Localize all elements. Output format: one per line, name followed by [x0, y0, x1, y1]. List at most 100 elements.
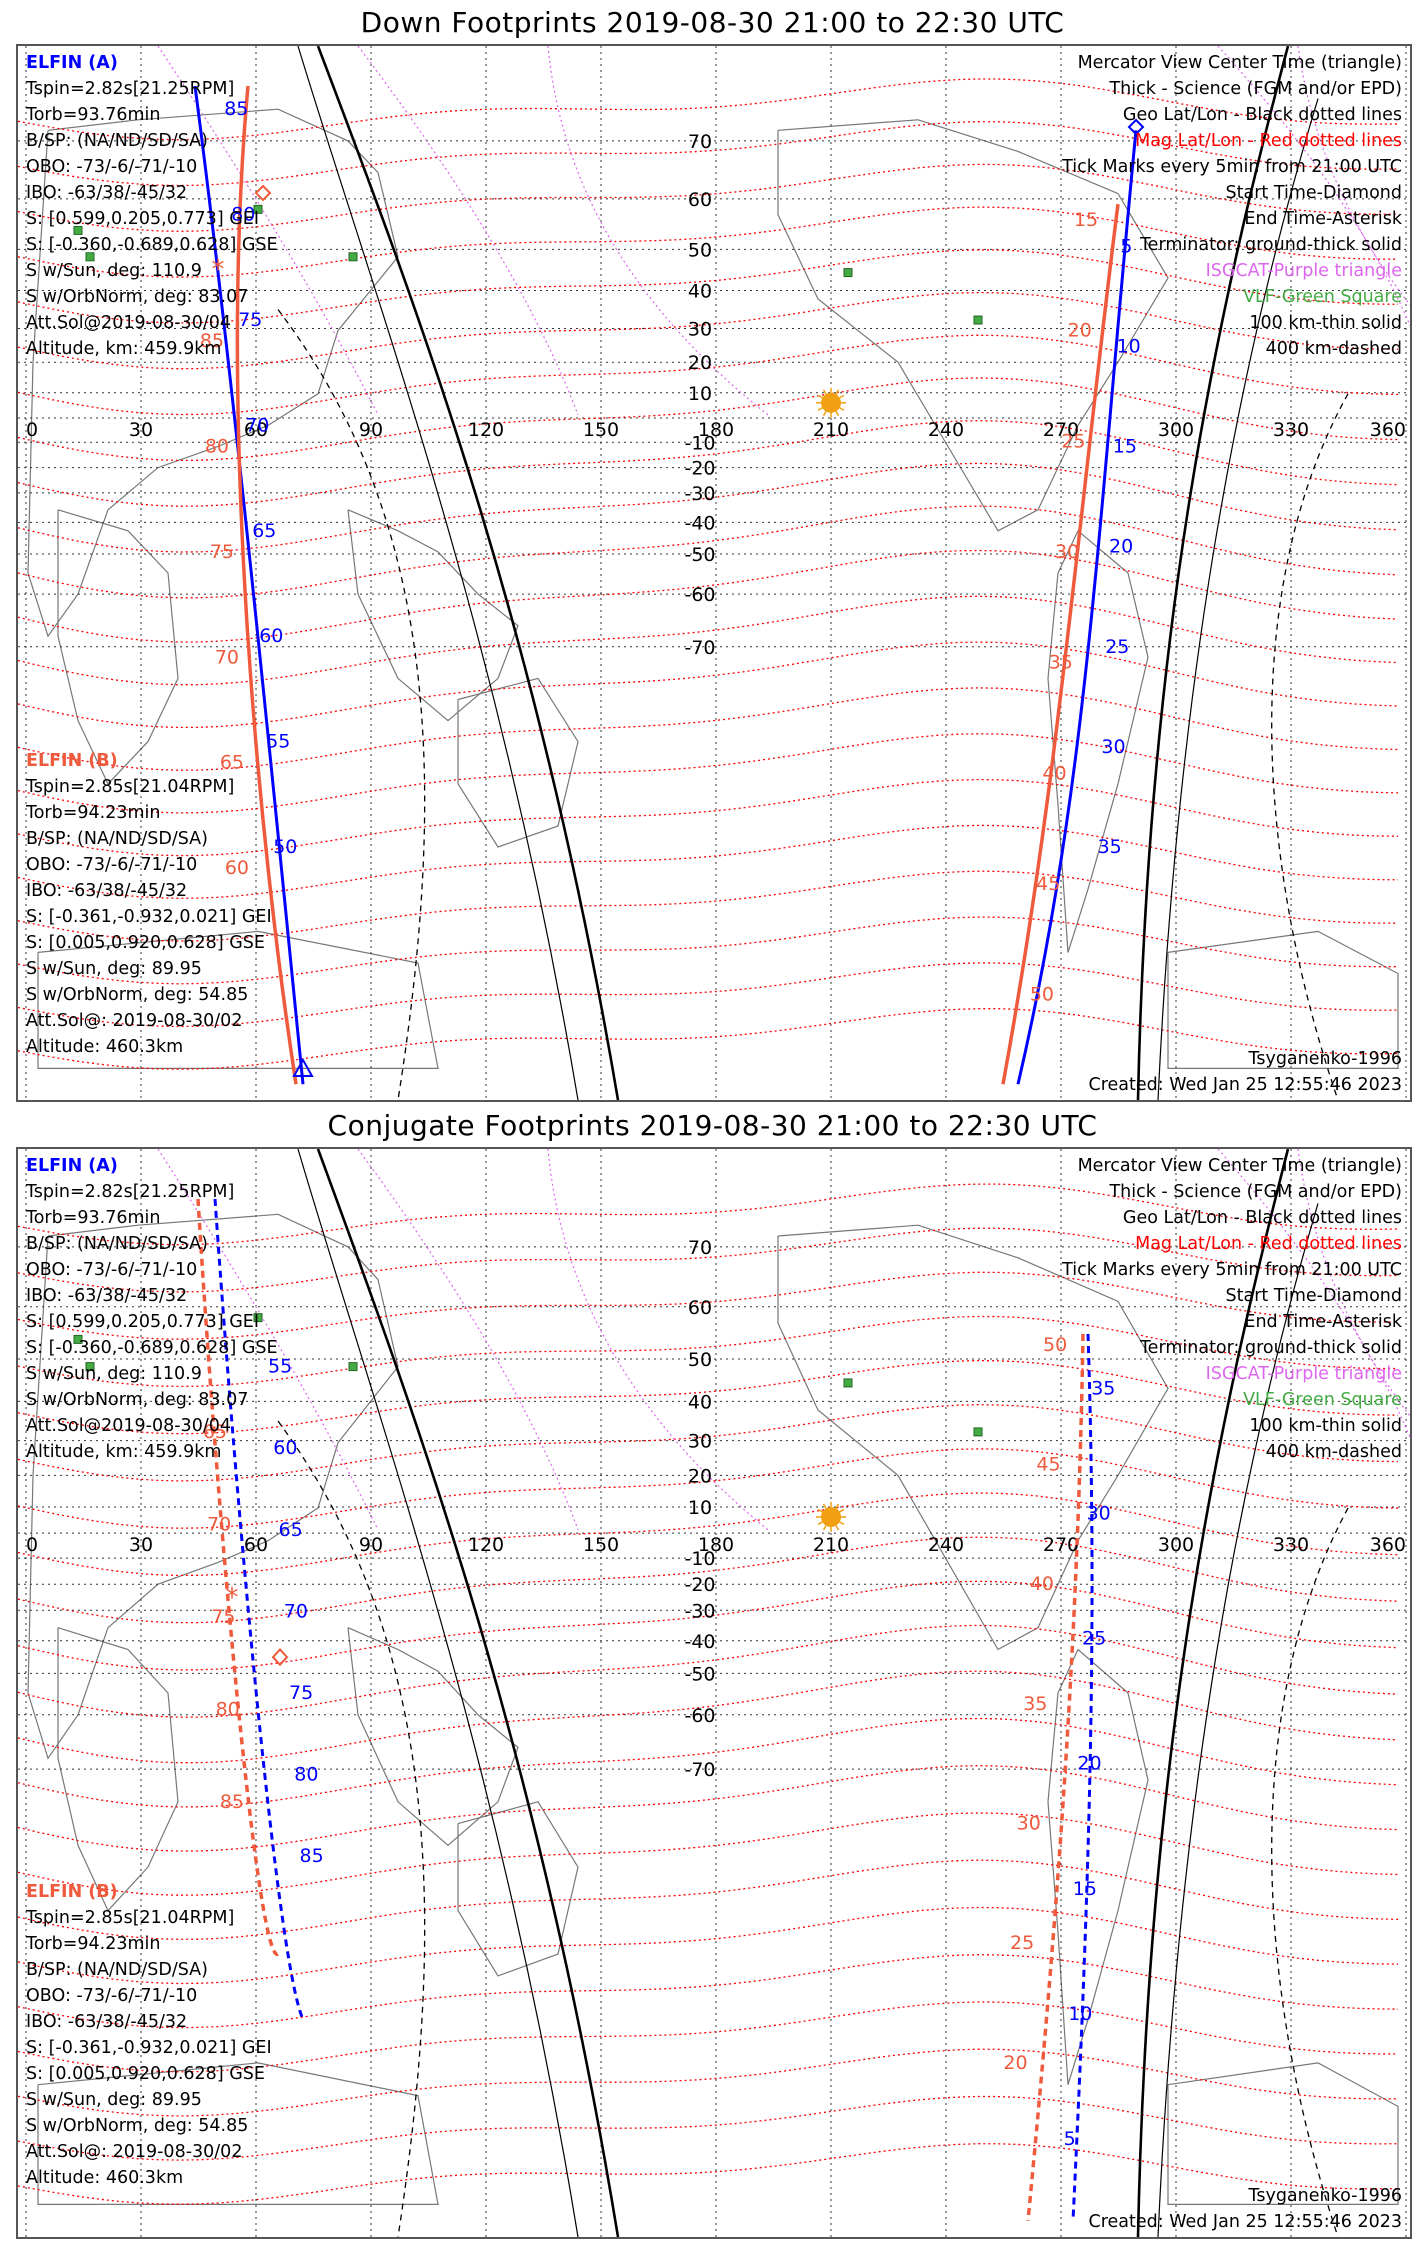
elfin-b-tick-label: 80 [205, 436, 229, 458]
mag-lat-line [18, 121, 1399, 187]
elfin-b-tick-label: 65 [220, 752, 244, 774]
lat-tick-label: 60 [688, 1297, 712, 1319]
elfin-b-info-line: S w/OrbNorm, deg: 54.85 [26, 2116, 248, 2136]
sun-disc [821, 392, 841, 413]
asterisk-icon: * [226, 1583, 239, 1613]
land-outline [457, 677, 579, 848]
conjugate-footprints-map: 0 30 60 90 120 150 180 210 240 270 300 330 360 70 60 50… [18, 1149, 1410, 2237]
sun-ray [839, 394, 845, 399]
mag-lat-line [18, 1404, 1399, 1482]
panel-1-map: 0 30 60 90 120 150 180 210 240 270 300 330 360 70 60 50… [16, 44, 1412, 1102]
legend-entry: ISGCAT-Purple triangle [1206, 261, 1402, 281]
elfin-a-tick-label: 50 [273, 836, 297, 858]
elfin-a-info-line: Torb=93.76min [25, 105, 161, 125]
vlf-square [348, 252, 358, 262]
elfin-b-info-line: S w/Sun, deg: 89.95 [26, 2090, 202, 2110]
lat-tick-label: 40 [688, 281, 712, 303]
sun-ray [822, 1525, 827, 1531]
mag-lat-line [18, 1271, 1399, 1340]
legend: Mercator View Center Time (triangle) Thic… [1061, 1156, 1403, 1462]
land-outline [347, 1627, 519, 1847]
elfin-b-title: ELFIN (B) [26, 1882, 118, 1902]
lon-tick-label: 360 [1370, 419, 1406, 441]
lon-tick-label: 300 [1158, 1534, 1194, 1556]
elfin-a-info-line: Att.Sol@2019-08-30/04 [26, 1416, 231, 1436]
mag-lon-line [357, 46, 579, 416]
sun-ray [822, 1503, 827, 1509]
triangle-icon [292, 1057, 314, 1077]
elfin-a-info-line: Att.Sol@2019-08-30/04 [26, 313, 231, 333]
legend-entry: Thick - Science (FGM and/or EPD) [1108, 79, 1402, 99]
mag-lat-line [18, 549, 1399, 643]
lon-tick-label: 90 [359, 1534, 383, 1556]
diamond-icon [271, 1648, 289, 1667]
legend-entry: Tick Marks every 5min from 21:00 UTC [1061, 157, 1402, 177]
mag-lon-line [1297, 46, 1410, 306]
elfin-a-title: ELFIN (A) [26, 1156, 118, 1176]
elfin-a-info-line: S: [0.599,0.205,0.773] GEI [26, 1312, 259, 1332]
vlf-square [253, 1313, 263, 1323]
lat-tick-label: 10 [688, 383, 712, 405]
elfin-a-tick-label: 25 [1082, 1628, 1106, 1650]
lon-tick-label: 90 [359, 419, 383, 441]
elfin-b-tick-label: 30 [1055, 541, 1079, 563]
elfin-a-tick-label: 60 [259, 625, 283, 647]
elfin-a-track-right [1071, 1333, 1094, 2221]
elfin-a-tick-label: 15 [1073, 1878, 1097, 1900]
lat-tick-label: -30 [684, 1600, 715, 1622]
lat-tick-label: -40 [684, 512, 715, 534]
elfin-b-tick-label: 35 [1049, 652, 1073, 674]
mag-lat-line [18, 1859, 1399, 1940]
lon-tick-label: 240 [928, 1534, 964, 1556]
land-outline [777, 1224, 1169, 1651]
mag-lat-line [18, 1536, 1399, 1624]
legend-entry: Terminator: ground-thick solid [1139, 235, 1402, 255]
elfin-b-tick-label: 65 [203, 1421, 227, 1443]
legend-entry: Geo Lat/Lon - Black dotted lines [1123, 1208, 1402, 1228]
terminator-ground-right [1136, 46, 1290, 1100]
elfin-b-info-line: S: [0.005,0.920,0.628] GSE [26, 2064, 265, 2084]
track-labels: 85 80 75 70 65 60 55 50 85 80 75 70 65 60 5 10 15 20 25 30 3… [200, 98, 1141, 1005]
elfin-b-track-right [1001, 203, 1120, 1085]
elfin-b-info: ELFIN (B) Tspin=2.85s[21.04RPM] Torb=94.23… [25, 751, 272, 1057]
mag-lat-line [18, 2143, 1399, 2205]
lon-tick-label: 30 [129, 1534, 153, 1556]
terminator-group [277, 1149, 1349, 2237]
mag-lat-line [18, 1765, 1399, 1852]
land-outline [1167, 930, 1399, 1069]
mag-lat-line [18, 1812, 1399, 1896]
mag-lat-line [18, 916, 1398, 985]
elfin-b-info-line: Att.Sol@: 2019-08-30/02 [26, 2142, 242, 2162]
mag-lat-line [18, 291, 1399, 370]
legend-entry: Tick Marks every 5min from 21:00 UTC [1061, 1260, 1402, 1280]
lon-tick-label: 270 [1043, 1534, 1079, 1556]
mag-lon-line [157, 46, 379, 416]
panel-2-title: Conjugate Footprints 2019-08-30 21:00 to… [327, 1109, 1098, 1142]
created-label: Created: Wed Jan 25 12:55:46 2023 [1089, 1075, 1403, 1095]
model-label: Tsyganenko-1996 [1248, 2186, 1402, 2206]
asterisk-icon: * [212, 255, 225, 285]
elfin-a-title: ELFIN (A) [26, 53, 118, 73]
elfin-b-info-line: OBO: -73/-6/-71/-10 [26, 1986, 197, 2006]
sun-ray [839, 1521, 845, 1526]
elfin-a-info-line: S w/Sun, deg: 110.9 [26, 261, 202, 281]
elfin-b-tick-label: 20 [1068, 320, 1092, 342]
lat-tick-label: 60 [688, 189, 712, 211]
land-outline [1047, 530, 1149, 953]
legend-entry: Thick - Science (FGM and/or EPD) [1108, 1182, 1402, 1202]
land-outline [1167, 2062, 1399, 2205]
mag-lat-line [18, 1954, 1399, 2029]
mag-lat-line [18, 778, 1399, 857]
lat-tick-label: 50 [688, 1349, 712, 1371]
legend-entry: 400 km-dashed [1266, 339, 1402, 359]
lat-tick-label: 30 [688, 1431, 712, 1453]
track-labels: 55 60 65 70 75 80 85 65 70 75 80 85 35 30 25 20 15 10 5 50 4… [203, 1334, 1116, 2150]
vlf-square [843, 1378, 853, 1388]
mag-lat-line [18, 1448, 1399, 1529]
elfin-a-info-line: Torb=93.76min [25, 1208, 161, 1228]
mag-lat-line [18, 2048, 1399, 2117]
lon-tick-label: 0 [26, 419, 38, 441]
vlf-square [843, 268, 853, 278]
elfin-b-info-line: Tspin=2.85s[21.04RPM] [25, 1908, 234, 1928]
mag-lon-line [357, 1149, 579, 1531]
